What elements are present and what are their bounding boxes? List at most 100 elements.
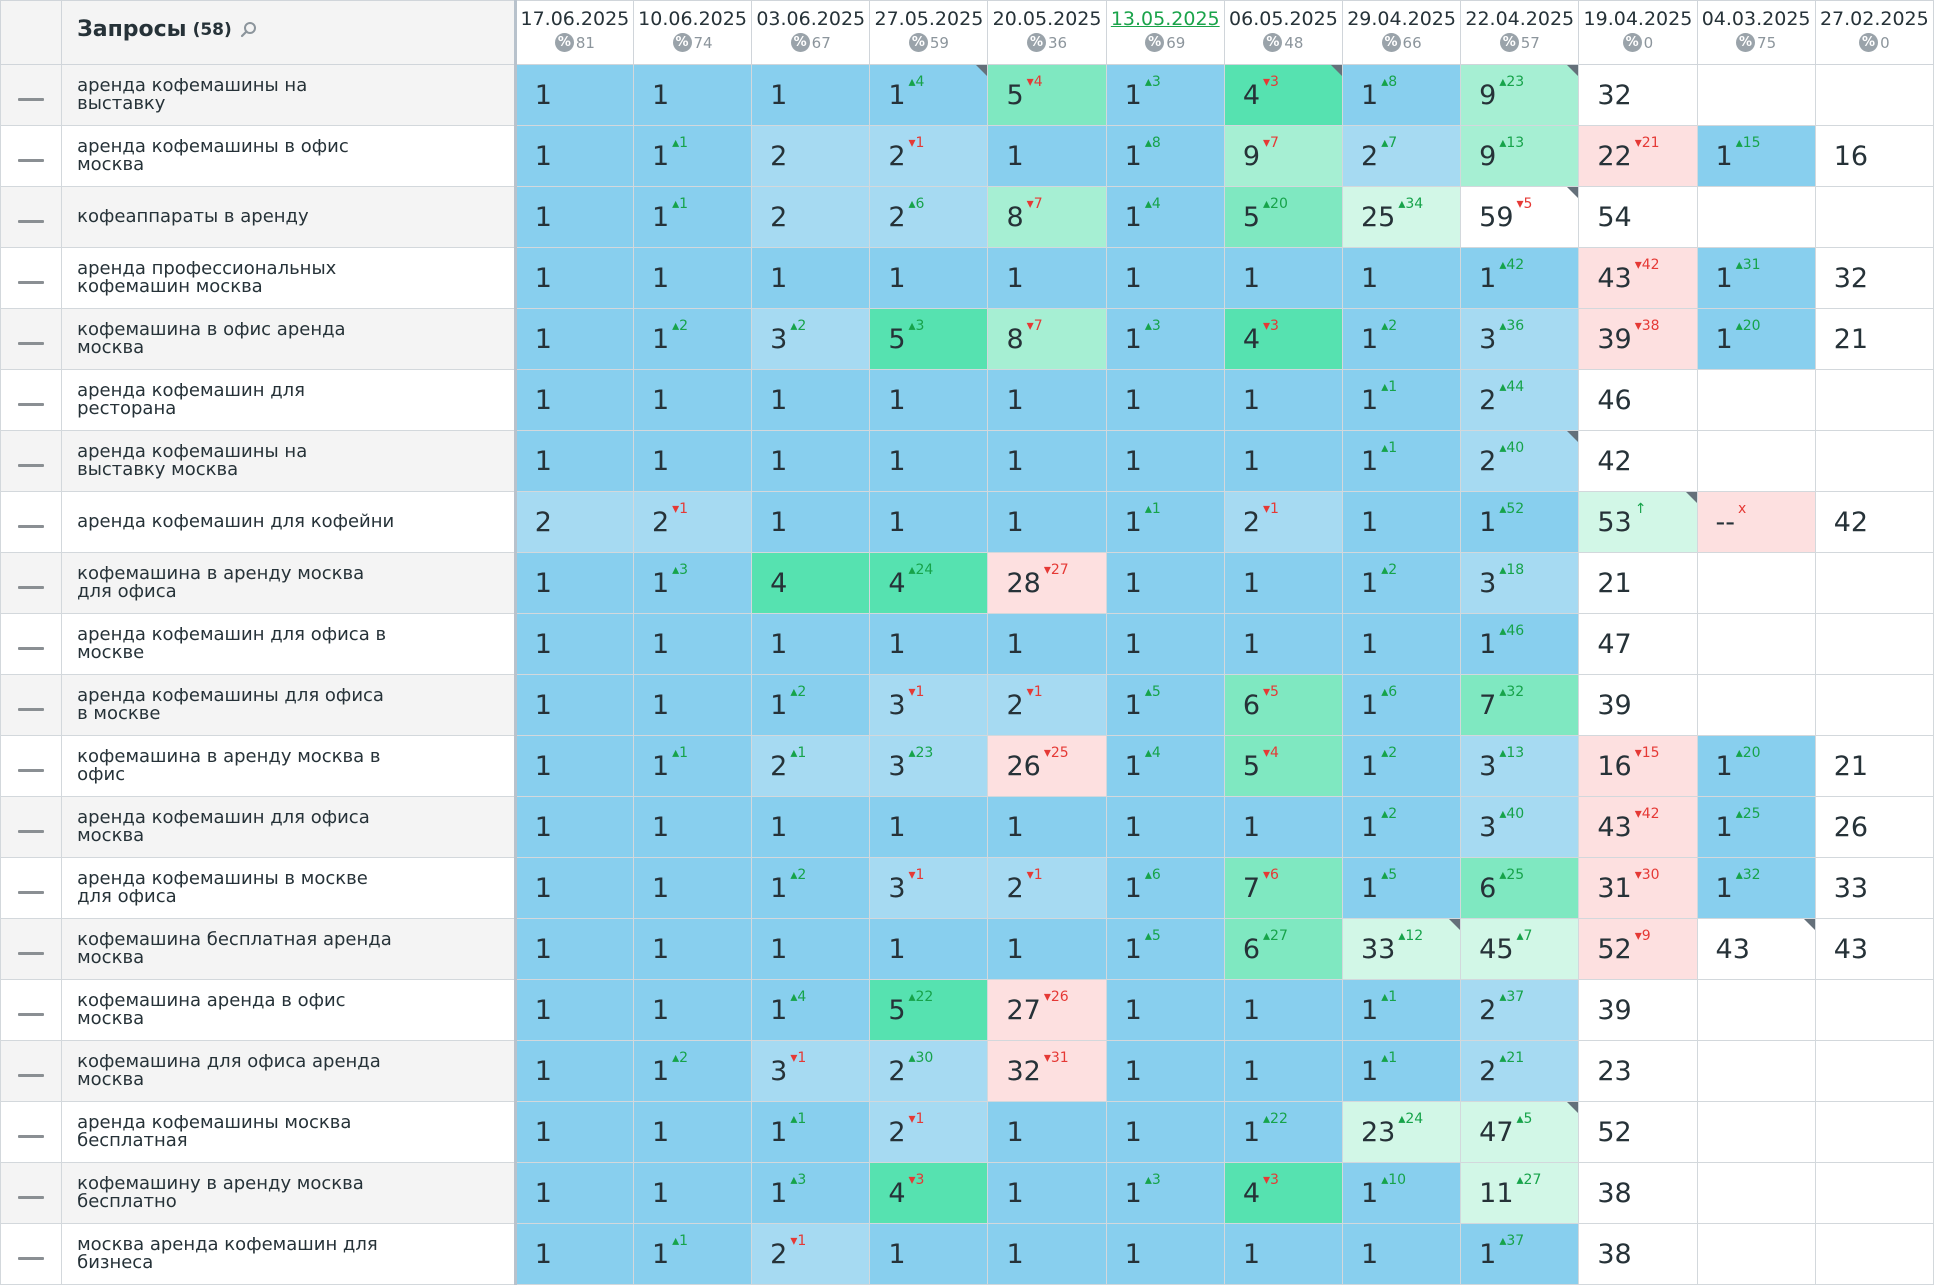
position-cell[interactable]: -- x <box>1696 491 1816 553</box>
position-cell[interactable]: 1 <box>513 918 634 980</box>
position-cell[interactable]: 1 ▴2 <box>632 308 753 370</box>
position-cell[interactable]: 32 ▾31 <box>987 1040 1107 1102</box>
position-cell[interactable]: 39 <box>1578 674 1698 736</box>
position-cell[interactable]: 1 <box>632 674 753 736</box>
position-cell[interactable]: 3 ▴2 <box>751 308 871 370</box>
position-cell[interactable]: 3 ▴13 <box>1460 735 1580 797</box>
position-cell[interactable]: 2 <box>513 491 634 553</box>
position-cell[interactable]: 1 <box>632 369 753 431</box>
position-cell[interactable]: 11 ▴27 <box>1460 1162 1580 1224</box>
percent-icon[interactable]: % <box>1263 33 1283 52</box>
position-cell[interactable]: 1 <box>513 552 634 614</box>
percent-icon[interactable]: % <box>1736 33 1756 52</box>
position-cell[interactable]: 1 <box>869 918 989 980</box>
query-cell[interactable]: кофемашина для офиса аренда москва <box>61 1040 516 1102</box>
position-cell[interactable]: 59 ▾5 <box>1460 186 1580 248</box>
collapse-toggle[interactable] <box>0 674 63 736</box>
position-cell[interactable]: 1 <box>1223 552 1344 614</box>
note-corner-icon[interactable] <box>1567 187 1579 198</box>
note-corner-icon[interactable] <box>1803 919 1815 930</box>
position-cell[interactable]: 43 <box>1814 918 1934 980</box>
query-cell[interactable]: аренда кофемашин для офиса в москве <box>61 613 516 675</box>
position-cell[interactable]: 1 ▴1 <box>1105 491 1225 553</box>
position-cell[interactable]: 2 <box>751 125 871 187</box>
position-cell[interactable]: 1 ▴1 <box>1341 979 1462 1041</box>
note-corner-icon[interactable] <box>1567 1102 1579 1113</box>
date-column-header[interactable]: 13.05.2025% 69 <box>1105 0 1225 65</box>
search-icon[interactable] <box>240 21 258 39</box>
position-cell[interactable]: 2 ▾1 <box>987 857 1107 919</box>
position-cell[interactable]: 3 ▴18 <box>1460 552 1580 614</box>
position-cell[interactable]: 1 ▴2 <box>632 1040 753 1102</box>
position-cell[interactable]: 1 <box>869 491 989 553</box>
position-cell[interactable]: 38 <box>1578 1162 1698 1224</box>
query-cell[interactable]: аренда кофемашин для кофейни <box>61 491 516 553</box>
date-column-header[interactable]: 29.04.2025% 66 <box>1341 0 1462 65</box>
position-cell[interactable]: 28 ▾27 <box>987 552 1107 614</box>
position-cell[interactable]: 1 <box>987 613 1107 675</box>
position-cell[interactable]: 1 <box>1105 796 1225 858</box>
collapse-toggle[interactable] <box>0 369 63 431</box>
position-cell[interactable]: 54 <box>1578 186 1698 248</box>
position-cell[interactable]: 52 <box>1578 1101 1698 1163</box>
position-cell[interactable]: 1 <box>1105 430 1225 492</box>
date-column-header[interactable]: 20.05.2025% 36 <box>987 0 1107 65</box>
position-cell[interactable]: 39 ▾38 <box>1578 308 1698 370</box>
query-cell[interactable]: аренда кофемашины в москве для офиса <box>61 857 516 919</box>
position-cell[interactable]: 1 <box>1341 247 1462 309</box>
position-cell[interactable]: 1 <box>1223 369 1344 431</box>
position-cell[interactable]: 1 <box>869 369 989 431</box>
date-column-header[interactable]: 04.03.2025% 75 <box>1696 0 1816 65</box>
position-cell[interactable]: 1 <box>987 125 1107 187</box>
collapse-toggle[interactable] <box>0 1223 63 1285</box>
percent-icon[interactable]: % <box>1622 33 1642 52</box>
position-cell[interactable]: 1 <box>513 1162 634 1224</box>
collapse-toggle[interactable] <box>0 979 63 1041</box>
query-cell[interactable]: аренда кофемашин для ресторана <box>61 369 516 431</box>
position-cell[interactable]: 1 ▴1 <box>632 735 753 797</box>
position-cell[interactable]: 1 <box>513 64 634 126</box>
position-cell[interactable]: 52 ▾9 <box>1578 918 1698 980</box>
query-cell[interactable]: кофемашина в аренду москва в офис <box>61 735 516 797</box>
position-cell[interactable]: 1 ▴8 <box>1341 64 1462 126</box>
position-cell[interactable]: 1 ▴25 <box>1696 796 1816 858</box>
percent-icon[interactable]: % <box>672 33 692 52</box>
position-cell[interactable]: 1 <box>987 1162 1107 1224</box>
position-cell[interactable]: 3 ▴23 <box>869 735 989 797</box>
position-cell[interactable]: 33 ▴12 <box>1341 918 1462 980</box>
position-cell[interactable]: 2 ▾1 <box>632 491 753 553</box>
position-cell[interactable]: 1 <box>513 613 634 675</box>
position-cell[interactable]: 1 <box>1105 247 1225 309</box>
position-cell[interactable]: 22 ▾21 <box>1578 125 1698 187</box>
position-cell[interactable]: 1 <box>869 247 989 309</box>
position-cell[interactable]: 1 ▴4 <box>1105 735 1225 797</box>
position-cell[interactable]: 1 <box>513 308 634 370</box>
position-cell[interactable]: 1 <box>1223 1040 1344 1102</box>
position-cell[interactable]: 1 <box>987 796 1107 858</box>
date-column-header[interactable]: 17.06.2025% 81 <box>513 0 634 65</box>
query-cell[interactable]: кофемашина аренда в офис москва <box>61 979 516 1041</box>
position-cell[interactable]: 1 ▴22 <box>1223 1101 1344 1163</box>
percent-icon[interactable]: % <box>1859 33 1879 52</box>
position-cell[interactable]: 1 ▴10 <box>1341 1162 1462 1224</box>
position-cell[interactable]: 1 <box>513 735 634 797</box>
percent-icon[interactable]: % <box>790 33 810 52</box>
position-cell[interactable]: 1 ▴3 <box>1105 308 1225 370</box>
position-cell[interactable]: 2 ▴37 <box>1460 979 1580 1041</box>
position-cell[interactable]: 2 ▴7 <box>1341 125 1462 187</box>
collapse-toggle[interactable] <box>0 1162 63 1224</box>
position-cell[interactable]: 1 <box>1105 1040 1225 1102</box>
position-cell[interactable]: 1 ▴1 <box>1341 1040 1462 1102</box>
position-cell[interactable]: 6 ▾5 <box>1223 674 1344 736</box>
position-cell[interactable]: 3 ▾1 <box>869 674 989 736</box>
position-cell[interactable]: 1 <box>1105 613 1225 675</box>
position-cell[interactable]: 1 <box>751 64 871 126</box>
position-cell[interactable]: 1 ▴1 <box>632 1223 753 1285</box>
position-cell[interactable]: 16 ▾15 <box>1578 735 1698 797</box>
position-cell[interactable]: 32 <box>1814 247 1934 309</box>
position-cell[interactable]: 1 <box>632 857 753 919</box>
position-cell[interactable]: 1 ▴2 <box>1341 552 1462 614</box>
collapse-toggle[interactable] <box>0 125 63 187</box>
position-cell[interactable]: 1 ▴37 <box>1460 1223 1580 1285</box>
date-column-header[interactable]: 27.02.2025% 0 <box>1814 0 1934 65</box>
